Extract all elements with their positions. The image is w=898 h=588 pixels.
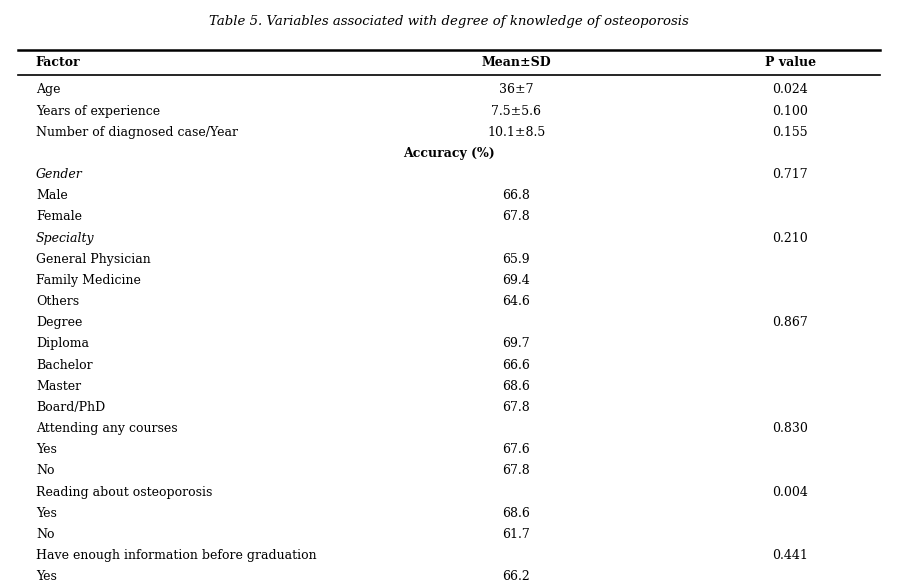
Text: 0.004: 0.004	[772, 486, 808, 499]
Text: Have enough information before graduation: Have enough information before graduatio…	[36, 549, 316, 562]
Text: Mean±SD: Mean±SD	[481, 56, 551, 69]
Text: Bachelor: Bachelor	[36, 359, 92, 372]
Text: 7.5±5.6: 7.5±5.6	[491, 105, 541, 118]
Text: 67.8: 67.8	[503, 211, 530, 223]
Text: Diploma: Diploma	[36, 338, 89, 350]
Text: Board/PhD: Board/PhD	[36, 401, 105, 414]
Text: 0.024: 0.024	[772, 83, 808, 96]
Text: Factor: Factor	[36, 56, 81, 69]
Text: 0.867: 0.867	[772, 316, 808, 329]
Text: Male: Male	[36, 189, 67, 202]
Text: 0.155: 0.155	[772, 126, 808, 139]
Text: 36±7: 36±7	[499, 83, 533, 96]
Text: Others: Others	[36, 295, 79, 308]
Text: 65.9: 65.9	[503, 253, 530, 266]
Text: Master: Master	[36, 380, 81, 393]
Text: Family Medicine: Family Medicine	[36, 274, 141, 287]
Text: P value: P value	[765, 56, 815, 69]
Text: 0.210: 0.210	[772, 232, 808, 245]
Text: Degree: Degree	[36, 316, 83, 329]
Text: 68.6: 68.6	[502, 507, 531, 520]
Text: Female: Female	[36, 211, 82, 223]
Text: 66.6: 66.6	[502, 359, 531, 372]
Text: Number of diagnosed case/Year: Number of diagnosed case/Year	[36, 126, 238, 139]
Text: 67.8: 67.8	[503, 401, 530, 414]
Text: 66.2: 66.2	[503, 570, 530, 583]
Text: 66.8: 66.8	[502, 189, 531, 202]
Text: General Physician: General Physician	[36, 253, 151, 266]
Text: 64.6: 64.6	[502, 295, 531, 308]
Text: Age: Age	[36, 83, 60, 96]
Text: 68.6: 68.6	[502, 380, 531, 393]
Text: Years of experience: Years of experience	[36, 105, 160, 118]
Text: No: No	[36, 528, 55, 541]
Text: No: No	[36, 465, 55, 477]
Text: Attending any courses: Attending any courses	[36, 422, 178, 435]
Text: 0.441: 0.441	[772, 549, 808, 562]
Text: 67.6: 67.6	[503, 443, 530, 456]
Text: 61.7: 61.7	[503, 528, 530, 541]
Text: 69.4: 69.4	[503, 274, 530, 287]
Text: Gender: Gender	[36, 168, 83, 181]
Text: 69.7: 69.7	[503, 338, 530, 350]
Text: 67.8: 67.8	[503, 465, 530, 477]
Text: Yes: Yes	[36, 507, 57, 520]
Text: Accuracy (%): Accuracy (%)	[403, 147, 495, 160]
Text: 0.830: 0.830	[772, 422, 808, 435]
Text: Yes: Yes	[36, 443, 57, 456]
Text: 0.100: 0.100	[772, 105, 808, 118]
Text: Reading about osteoporosis: Reading about osteoporosis	[36, 486, 212, 499]
Text: Yes: Yes	[36, 570, 57, 583]
Text: Specialty: Specialty	[36, 232, 94, 245]
Text: 0.717: 0.717	[772, 168, 808, 181]
Text: Table 5. Variables associated with degree of knowledge of osteoporosis: Table 5. Variables associated with degre…	[209, 15, 689, 28]
Text: 10.1±8.5: 10.1±8.5	[488, 126, 545, 139]
